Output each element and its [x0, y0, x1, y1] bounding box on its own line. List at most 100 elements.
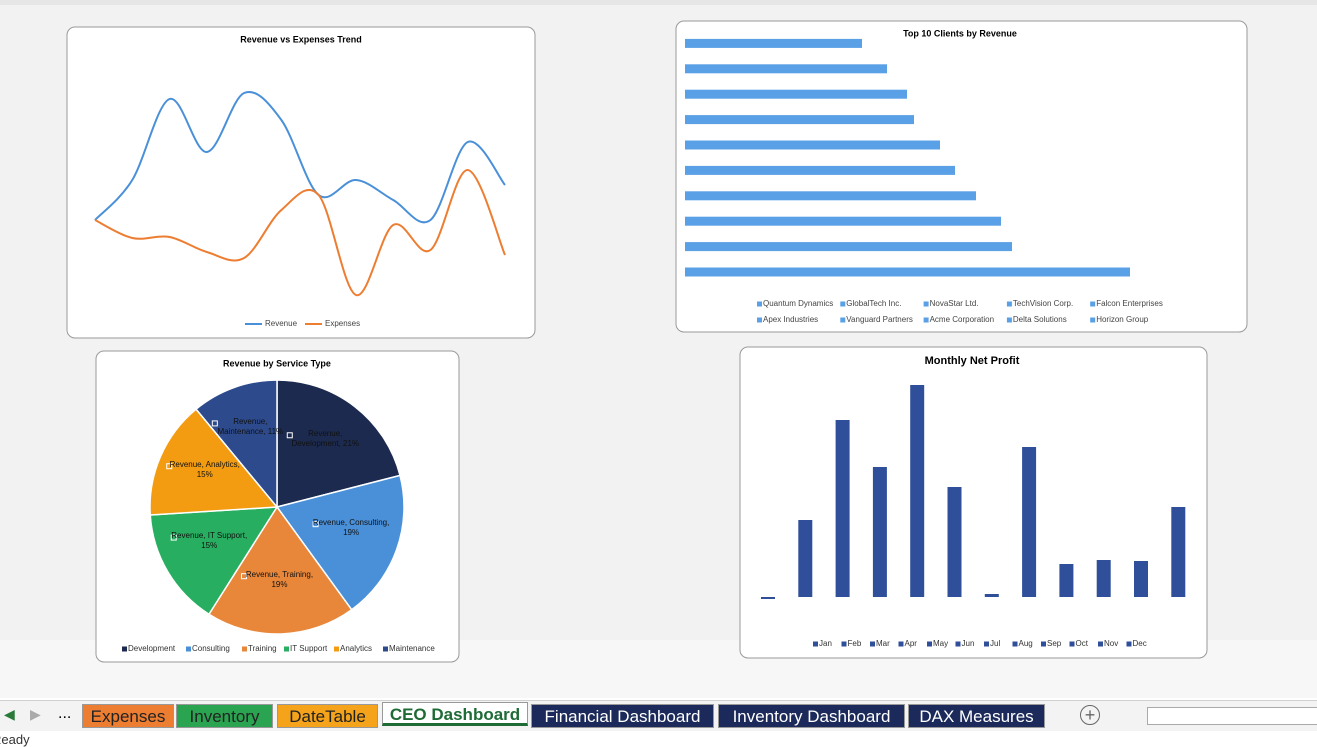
legend-label: Delta Solutions	[1013, 315, 1067, 324]
label-marker	[170, 534, 177, 541]
legend-label: Oct	[1076, 639, 1089, 648]
sheet-tabs: ◀ ▶ ... + Expenses Inventory DateTable CEO …	[0, 700, 1317, 731]
legend-swatch	[923, 301, 929, 307]
legend-label: NovaStar Ltd.	[930, 299, 979, 308]
legend-swatch	[242, 646, 247, 652]
legend-label: Jan	[819, 639, 832, 648]
data-label: Revenue, Development, 21%	[291, 428, 360, 448]
tab-prev[interactable]: ◀	[4, 706, 15, 722]
label-box: Revenue, IT Support, 15%	[171, 531, 248, 551]
legend-swatch	[1041, 641, 1046, 647]
bar	[1134, 561, 1148, 597]
legend-label: TechVision Corp.	[1013, 299, 1073, 308]
legend-swatch	[898, 641, 904, 647]
sheet-tab[interactable]: Expenses	[82, 704, 174, 728]
legend-label: Nov	[1104, 639, 1118, 648]
add-sheet[interactable]: +	[1080, 705, 1100, 725]
legend-swatch	[383, 646, 388, 652]
h-scrollbar[interactable]	[1147, 707, 1317, 725]
legend-swatch	[122, 646, 127, 652]
chart-title: Monthly Net Profit	[925, 355, 1020, 367]
bar	[685, 115, 914, 125]
bar	[761, 597, 775, 599]
sheet-tab[interactable]: Inventory	[176, 704, 273, 728]
legend-label: Falcon Enterprises	[1096, 299, 1163, 308]
legend-label: Maintenance	[389, 644, 435, 653]
legend-swatch	[757, 301, 762, 307]
legend-label: May	[933, 639, 948, 648]
bar	[947, 487, 962, 597]
label-marker	[240, 573, 247, 580]
legend-swatch	[870, 641, 875, 647]
sheet-tab[interactable]: Inventory Dashboard	[718, 704, 905, 728]
legend-swatch	[841, 641, 847, 647]
line-series	[94, 90, 506, 224]
bar	[685, 242, 1012, 252]
legend-label: Aug	[1019, 639, 1033, 648]
legend-label: Feb	[848, 639, 862, 648]
legend-label: Mar	[876, 639, 890, 648]
bar	[685, 140, 940, 150]
legend-swatch	[757, 317, 762, 323]
chart-frame	[739, 346, 1208, 659]
legend-swatch	[334, 646, 339, 652]
legend-swatch	[840, 301, 846, 307]
legend-swatch	[1012, 641, 1018, 647]
label-marker	[312, 521, 319, 528]
legend-swatch	[1090, 301, 1096, 307]
bar	[685, 64, 887, 74]
label-box: Revenue, Consulting, 19%	[312, 517, 390, 537]
line-series	[94, 168, 506, 297]
data-label: Revenue, Training, 19%	[245, 569, 314, 589]
sheet-tab[interactable]: Financial Dashboard	[531, 704, 714, 728]
legend-label: Expenses	[325, 319, 360, 328]
sheet-tab[interactable]: DAX Measures	[908, 704, 1045, 728]
legend-label: Training	[248, 644, 277, 653]
label-box: Revenue, Maintenance, 11%	[217, 416, 284, 436]
pie-slice	[149, 506, 279, 616]
data-label: Revenue, Consulting, 19%	[312, 517, 390, 537]
chart-frame	[66, 26, 536, 339]
chart-title: Revenue vs Expenses Trend	[240, 34, 362, 44]
bar	[984, 594, 999, 597]
legend-label: Sep	[1047, 639, 1062, 648]
legend-swatch	[1098, 641, 1103, 647]
label-marker	[286, 432, 293, 439]
legend-label: Dec	[1133, 639, 1147, 648]
chart-frame	[675, 20, 1248, 333]
chart-title: Top 10 Clients by Revenue	[903, 28, 1017, 38]
label-marker	[166, 463, 173, 470]
legend-swatch	[1069, 641, 1075, 647]
bar	[685, 89, 907, 99]
sheet-tab[interactable]: DateTable	[277, 704, 378, 728]
legend-label: Development	[128, 644, 176, 653]
bar	[1096, 560, 1111, 597]
bar	[685, 267, 1130, 277]
legend-label: Apr	[905, 639, 918, 648]
legend-swatch	[1006, 301, 1012, 307]
sheet-tab[interactable]: CEO Dashboard	[382, 702, 528, 726]
legend-swatch	[984, 641, 989, 647]
legend-swatch	[1090, 317, 1096, 323]
legend-swatch	[840, 317, 846, 323]
legend-label: IT Support	[290, 644, 328, 653]
status-bar: Ready	[0, 732, 30, 747]
pie-slice	[275, 474, 405, 611]
label-marker	[211, 420, 218, 427]
pie-slice	[207, 505, 353, 635]
label-box: Revenue, Analytics, 15%	[170, 460, 240, 479]
more-tabs[interactable]: ...	[58, 705, 72, 722]
bar	[1022, 447, 1037, 597]
bar	[872, 467, 887, 597]
legend-label: Quantum Dynamics	[763, 299, 833, 308]
legend-swatch	[186, 646, 191, 652]
legend-label: Jul	[990, 639, 1000, 648]
tab-next[interactable]: ▶	[30, 706, 41, 722]
column-headers	[0, 0, 1317, 5]
data-label: Revenue, IT Support, 15%	[171, 531, 248, 551]
data-label: Revenue, Maintenance, 11%	[217, 416, 284, 436]
bar	[685, 165, 955, 175]
legend-label: Acme Corporation	[930, 315, 994, 324]
legend-swatch	[1006, 317, 1012, 323]
